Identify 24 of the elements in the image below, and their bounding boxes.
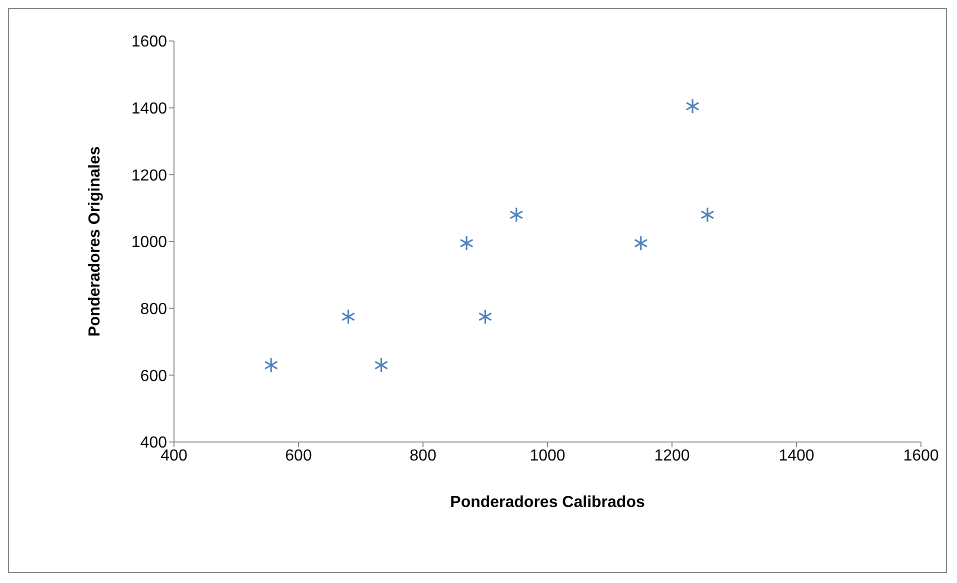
x-tick-label: 1400	[778, 447, 814, 464]
x-tick-label: 1000	[530, 447, 566, 464]
x-tick-label: 400	[160, 447, 188, 464]
point	[374, 357, 388, 373]
point	[264, 357, 278, 373]
x-tick-label: 800	[410, 447, 436, 464]
point	[634, 235, 648, 251]
y-tick-label: 1400	[131, 100, 168, 118]
point	[478, 308, 492, 324]
y-tick-label: 1000	[131, 234, 168, 252]
x-tick-label: 1200	[654, 447, 690, 464]
y-tick-label: 1600	[131, 34, 168, 51]
y-axis-title: Ponderadores Originales	[86, 146, 104, 337]
x-tick-label: 1600	[903, 447, 939, 464]
y-tick-label: 600	[140, 368, 168, 385]
point	[686, 98, 700, 114]
point	[341, 308, 356, 324]
x-tick-label: 600	[285, 447, 312, 464]
y-tick-label: 1200	[131, 167, 168, 184]
x-axis-title: Ponderadores Calibrados	[450, 494, 645, 511]
point	[460, 235, 474, 251]
point	[700, 206, 714, 223]
point	[510, 206, 524, 223]
y-tick-label: 800	[140, 301, 168, 318]
